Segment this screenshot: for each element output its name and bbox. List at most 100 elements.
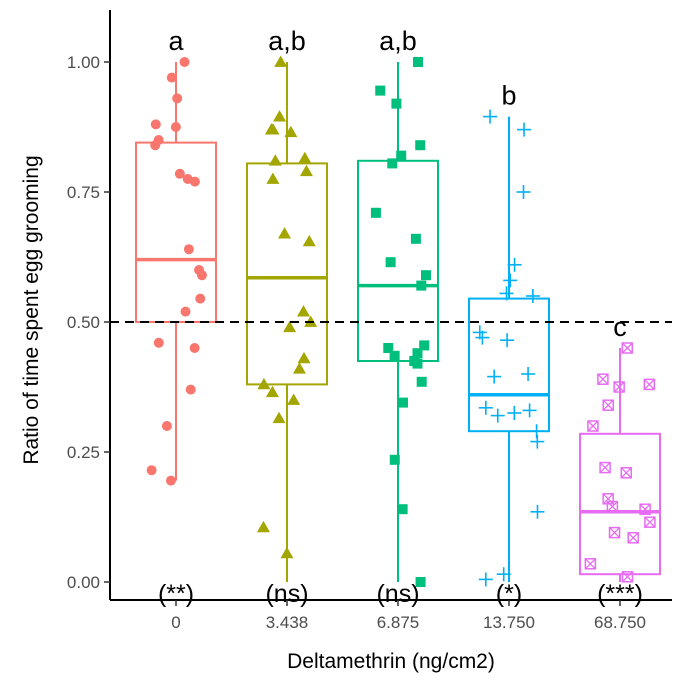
data-point xyxy=(302,234,316,247)
x-axis-title: Deltamethrin (ng/cm2) xyxy=(287,650,495,673)
point-square xyxy=(389,350,400,361)
data-point xyxy=(189,176,200,187)
x-tick-label: 0 xyxy=(171,613,180,632)
data-point xyxy=(287,393,301,405)
data-point xyxy=(161,421,172,431)
point-square-x-b xyxy=(602,493,614,505)
data-point xyxy=(490,408,505,423)
data-point xyxy=(415,577,426,587)
data-point xyxy=(499,286,514,301)
data-point xyxy=(268,154,282,166)
data-point xyxy=(385,257,396,268)
data-point xyxy=(153,337,164,348)
point-square xyxy=(412,348,423,359)
data-point xyxy=(266,172,280,184)
data-point xyxy=(397,397,408,408)
box xyxy=(246,162,328,386)
point-circle xyxy=(196,270,207,281)
data-point xyxy=(521,367,536,381)
point-triangle xyxy=(273,110,287,122)
point-square xyxy=(412,358,423,369)
point-circle xyxy=(166,72,177,83)
point-square xyxy=(415,140,426,151)
point-circle xyxy=(195,293,206,304)
box-group-3.438: a,b(ns) xyxy=(246,26,328,608)
box xyxy=(357,159,439,362)
x-tick-label: 6.875 xyxy=(377,613,420,632)
data-point xyxy=(370,207,381,218)
data-point xyxy=(280,546,294,559)
point-square-x-box xyxy=(643,378,656,391)
point-square-x-box xyxy=(639,503,651,515)
point-square xyxy=(389,454,400,465)
point-square xyxy=(397,397,408,408)
point-square xyxy=(415,577,426,587)
data-point xyxy=(606,500,619,513)
data-point xyxy=(419,340,430,351)
data-point xyxy=(507,257,522,272)
data-point xyxy=(146,465,157,476)
point-square-x-box xyxy=(597,373,609,385)
point-square-x-box xyxy=(644,516,656,528)
data-point xyxy=(387,158,398,169)
data-point xyxy=(266,123,280,135)
data-point xyxy=(413,57,424,67)
box-group-6.875: a,b(ns) xyxy=(357,26,439,608)
y-tick-label: 0.50 xyxy=(67,313,100,332)
point-circle xyxy=(165,475,176,486)
point-circle xyxy=(150,119,161,130)
data-point xyxy=(416,280,427,291)
point-square-x-b xyxy=(627,532,639,544)
point-circle xyxy=(189,176,200,187)
data-point xyxy=(621,571,634,583)
point-circle xyxy=(183,244,194,255)
point-square-x-b xyxy=(602,399,614,411)
data-point xyxy=(185,384,196,395)
point-circle xyxy=(189,343,200,353)
point-circle xyxy=(185,384,196,395)
point-square xyxy=(416,376,427,387)
data-point xyxy=(420,270,431,281)
point-square-x-box xyxy=(621,571,634,583)
point-square-x-box xyxy=(621,342,634,354)
data-point xyxy=(412,348,423,359)
point-square-x-b xyxy=(597,373,609,385)
point-square-x-box xyxy=(608,526,621,539)
point-square xyxy=(375,85,386,96)
significance-letter: a xyxy=(168,26,184,56)
point-triangle xyxy=(265,385,279,398)
point-square xyxy=(397,504,408,515)
x-tick-label: 68.750 xyxy=(594,613,646,632)
data-point xyxy=(416,376,427,387)
data-point xyxy=(483,109,498,124)
data-point xyxy=(389,454,400,465)
point-square-x-box xyxy=(627,532,639,544)
point-triangle xyxy=(298,151,312,164)
point-square-x-b xyxy=(587,420,599,432)
point-square-x-b xyxy=(584,558,596,570)
data-point xyxy=(397,504,408,515)
point-square xyxy=(385,257,396,268)
significance-letter: a,b xyxy=(268,26,306,56)
data-point xyxy=(391,98,402,109)
point-square-x-box xyxy=(620,467,633,479)
data-point xyxy=(412,358,423,369)
data-point xyxy=(503,273,518,288)
data-point xyxy=(297,351,311,364)
data-point xyxy=(584,558,597,570)
data-point xyxy=(180,306,191,317)
box-group-68.750: c(***) xyxy=(579,312,661,608)
y-axis-title: Ratio of time spent egg grooming xyxy=(20,155,43,464)
y-tick-label: 1.00 xyxy=(67,53,100,72)
point-square-x-b xyxy=(639,503,651,515)
point-circle xyxy=(150,140,161,151)
data-point xyxy=(613,381,625,393)
data-point xyxy=(170,122,181,132)
point-square-x-b xyxy=(599,462,611,474)
data-point xyxy=(196,270,207,281)
point-triangle xyxy=(280,546,294,559)
data-point xyxy=(620,467,633,479)
point-square-x-b xyxy=(609,527,620,539)
data-point xyxy=(183,244,194,255)
